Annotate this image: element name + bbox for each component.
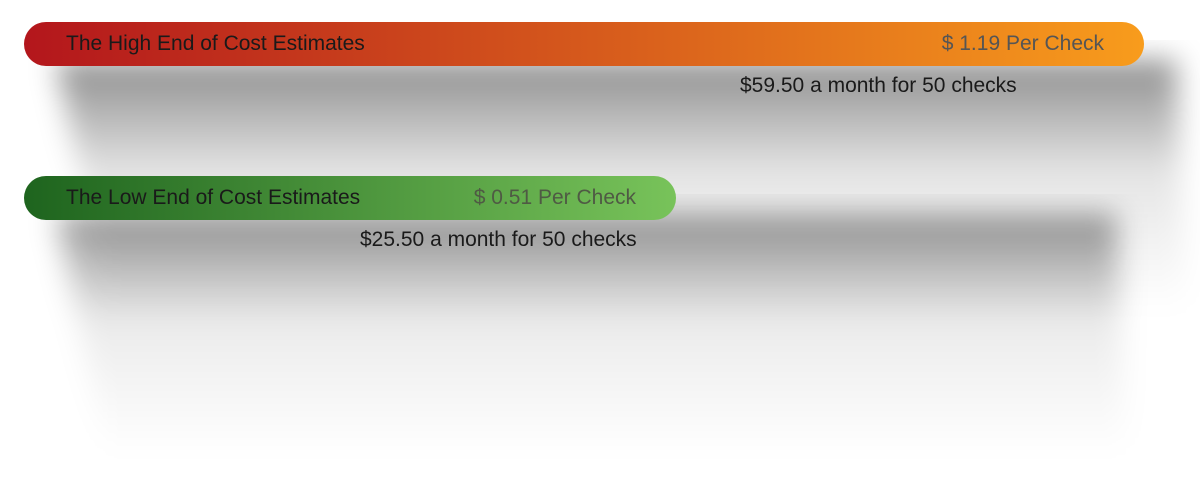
infographic-canvas: The High End of Cost Estimates $ 1.19 Pe… — [0, 0, 1200, 500]
low-end-title: The Low End of Cost Estimates — [66, 186, 360, 210]
low-end-price: $ 0.51 Per Check — [474, 186, 636, 210]
high-end-subtext: $59.50 a month for 50 checks — [740, 74, 1017, 98]
low-end-bar: The Low End of Cost Estimates $ 0.51 Per… — [24, 176, 676, 220]
high-end-bar: The High End of Cost Estimates $ 1.19 Pe… — [24, 22, 1144, 66]
high-end-title: The High End of Cost Estimates — [66, 32, 365, 56]
high-end-price: $ 1.19 Per Check — [942, 32, 1104, 56]
low-end-subtext: $25.50 a month for 50 checks — [360, 228, 637, 252]
